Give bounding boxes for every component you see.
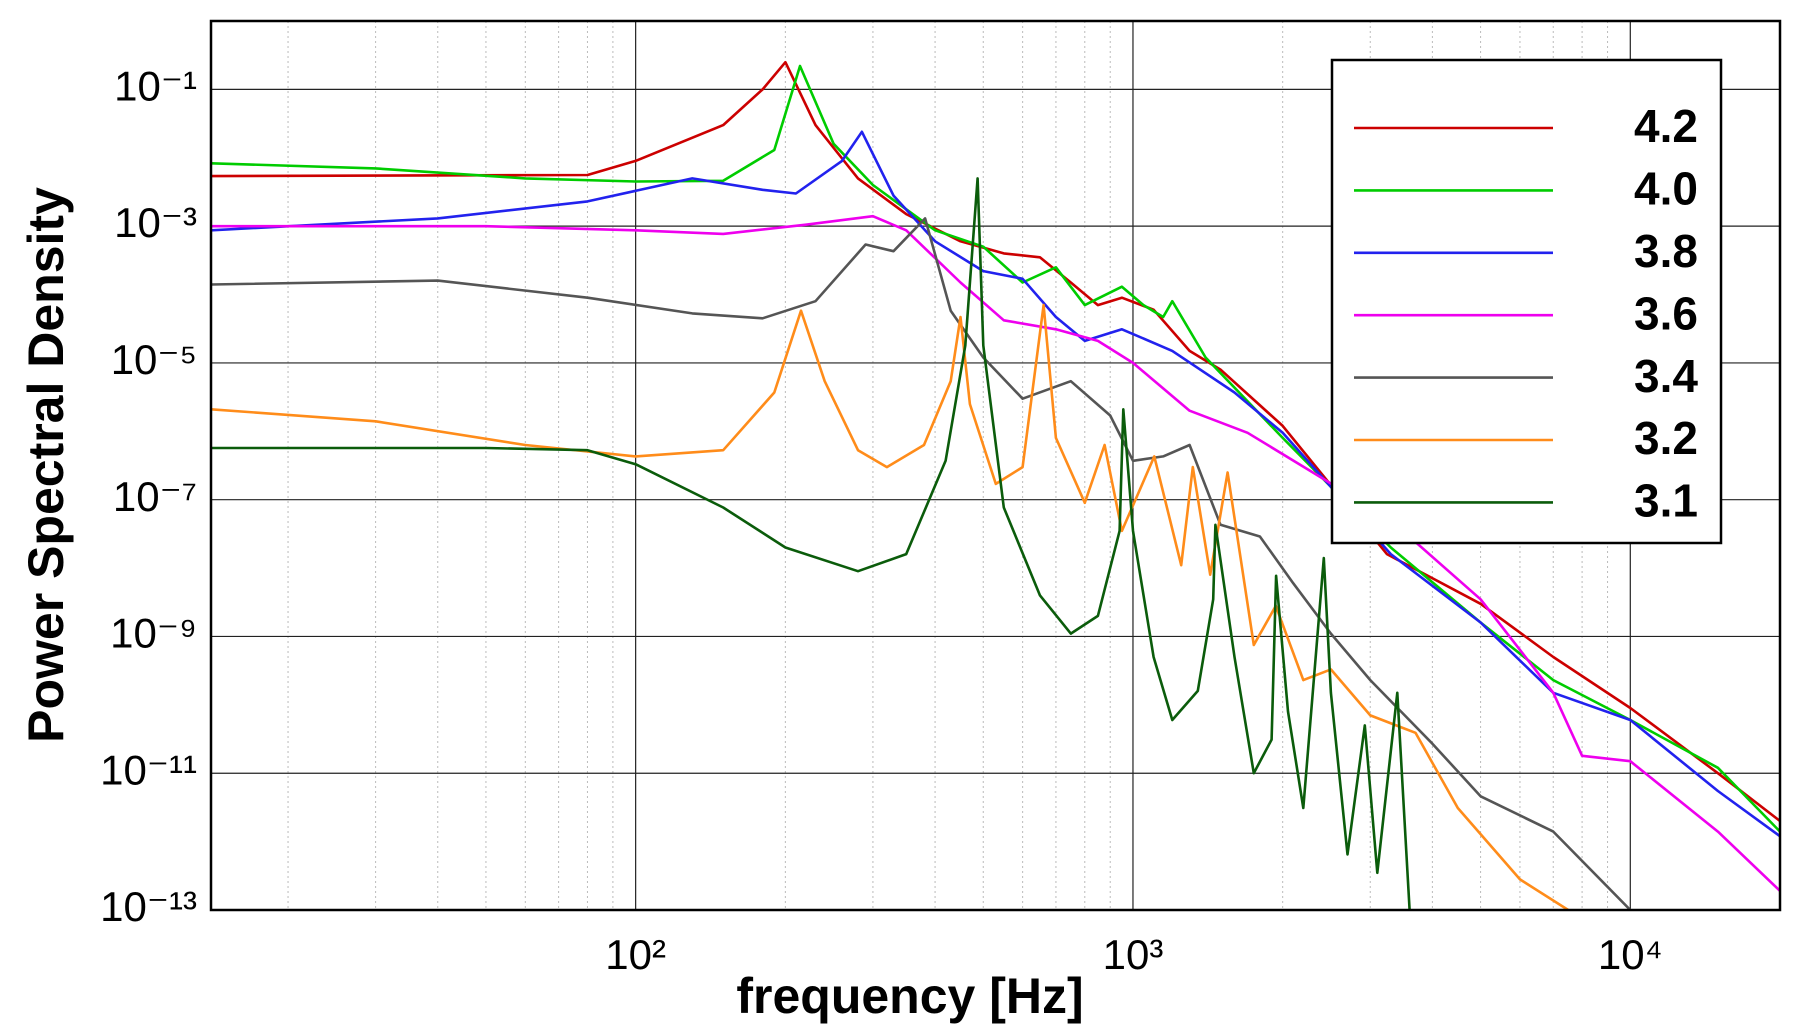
legend: 4.2 4.0 3.8 3.6 3.4 3.2 3.1 [1330, 58, 1723, 545]
series-line [211, 214, 1780, 892]
y-tick-label: 10⁻⁵ [111, 336, 197, 383]
legend-label: 3.6 [1634, 287, 1698, 339]
legend-label: 3.2 [1634, 412, 1698, 464]
x-tick-label: 10³ [1103, 931, 1164, 978]
y-tick-label: 10⁻¹³ [100, 883, 197, 930]
series-line [211, 303, 1569, 910]
ticks: 10² 10³ 10⁴ 10⁻¹³ 10⁻¹¹ 10⁻⁹ 10⁻⁷ 10⁻⁵ 10⁻³ 10⁻¹ [100, 62, 1663, 978]
y-tick-label: 10⁻¹¹ [100, 746, 197, 793]
y-tick-label: 10⁻⁷ [113, 473, 197, 520]
y-tick-label: 10⁻⁹ [110, 610, 197, 657]
x-axis-label: frequency [Hz] [736, 968, 1083, 1024]
plot-frame [209, 19, 1782, 912]
series-line [211, 177, 1411, 910]
legend-box [1330, 58, 1723, 545]
x-tick-label: 10² [605, 931, 666, 978]
legend-label: 3.8 [1634, 225, 1698, 277]
legend-label: 3.1 [1634, 475, 1698, 527]
legend-label: 3.4 [1634, 350, 1698, 402]
x-tick-label: 10⁴ [1598, 931, 1663, 978]
series-line [211, 130, 1780, 838]
legend-label: 4.0 [1634, 163, 1698, 215]
legend-label: 4.2 [1634, 100, 1698, 152]
y-tick-label: 10⁻³ [114, 199, 197, 246]
y-axis-label: Power Spectral Density [18, 187, 74, 743]
series-line [211, 217, 1632, 910]
y-tick-label: 10⁻¹ [114, 62, 197, 109]
series-line [211, 60, 1780, 823]
plot-area [211, 60, 1780, 910]
